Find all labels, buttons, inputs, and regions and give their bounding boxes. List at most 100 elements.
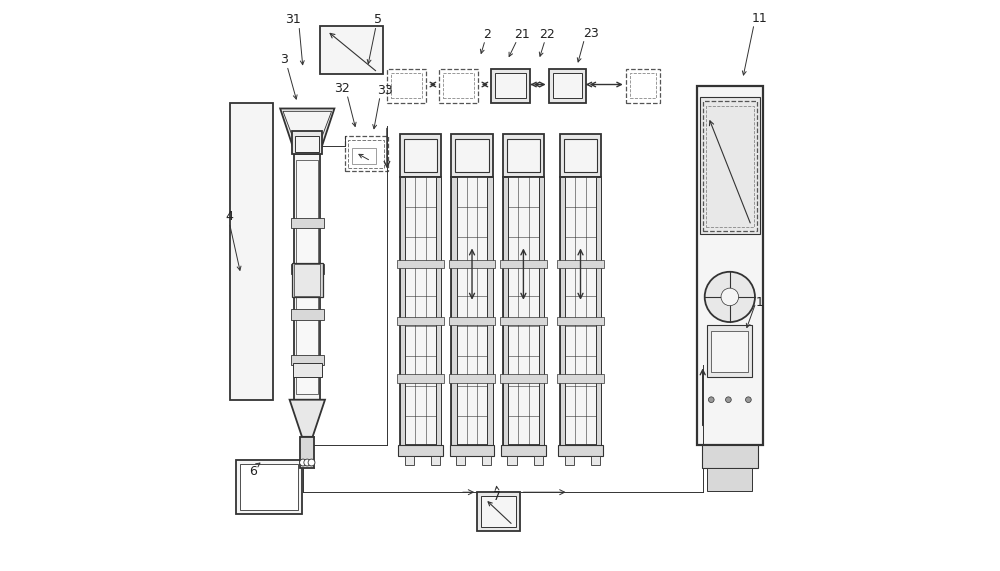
Text: 33: 33	[377, 84, 393, 96]
Bar	[507, 456, 517, 465]
Bar	[296, 160, 318, 394]
Circle shape	[708, 397, 714, 403]
Bar	[501, 445, 546, 456]
Bar	[495, 73, 526, 98]
Polygon shape	[283, 111, 332, 151]
Bar	[292, 263, 323, 297]
Text: 1: 1	[756, 296, 764, 309]
Bar	[549, 69, 586, 103]
Text: 21: 21	[514, 28, 530, 41]
Text: 3: 3	[280, 54, 288, 66]
Text: 5: 5	[374, 14, 382, 26]
Text: 6: 6	[249, 465, 257, 477]
Bar	[703, 101, 757, 231]
Bar	[553, 73, 582, 98]
Bar	[387, 69, 426, 103]
Bar	[702, 445, 758, 468]
Bar	[230, 103, 273, 400]
Circle shape	[308, 459, 315, 466]
Bar	[477, 492, 520, 531]
Bar	[534, 456, 543, 465]
Bar	[500, 317, 547, 325]
Circle shape	[300, 459, 306, 466]
Bar	[292, 131, 322, 154]
Bar	[711, 331, 748, 372]
Bar	[300, 437, 314, 468]
Bar	[503, 134, 544, 177]
Bar	[487, 177, 493, 445]
Bar	[397, 374, 444, 383]
Text: 11: 11	[752, 12, 768, 25]
Bar	[450, 445, 494, 456]
Bar	[557, 374, 604, 383]
Bar	[482, 456, 491, 465]
Bar	[591, 456, 600, 465]
Bar	[449, 317, 495, 325]
Bar	[391, 73, 422, 98]
Bar	[431, 456, 440, 465]
Bar	[451, 134, 493, 177]
Bar	[291, 309, 324, 320]
Bar	[294, 264, 320, 296]
Bar	[707, 325, 752, 377]
Polygon shape	[280, 108, 334, 154]
Bar	[560, 134, 601, 177]
Bar	[500, 260, 547, 268]
Bar	[455, 139, 489, 172]
Text: 31: 31	[285, 14, 301, 26]
Bar	[560, 177, 601, 445]
Circle shape	[304, 459, 311, 466]
Circle shape	[726, 397, 731, 403]
Bar	[558, 445, 603, 456]
Bar	[707, 468, 752, 491]
Bar	[400, 177, 441, 445]
Bar	[557, 260, 604, 268]
Bar	[404, 139, 437, 172]
Bar	[398, 445, 443, 456]
Bar	[507, 139, 540, 172]
Bar	[291, 355, 324, 365]
Bar	[626, 69, 660, 103]
Bar	[291, 218, 324, 228]
Bar	[291, 264, 324, 274]
Bar	[706, 106, 754, 227]
Bar	[539, 177, 544, 445]
Bar	[397, 317, 444, 325]
Bar	[630, 73, 656, 98]
Text: 2: 2	[483, 28, 491, 41]
Bar	[397, 260, 444, 268]
Circle shape	[746, 397, 751, 403]
Bar	[503, 177, 508, 445]
Bar	[564, 139, 597, 172]
Bar	[345, 136, 388, 171]
Bar	[348, 140, 384, 168]
Bar	[436, 177, 441, 445]
Text: 4: 4	[225, 211, 233, 223]
Bar	[500, 374, 547, 383]
Text: 7: 7	[493, 490, 501, 503]
Bar	[565, 456, 574, 465]
Bar	[449, 374, 495, 383]
Bar	[295, 136, 319, 152]
Bar	[503, 177, 544, 445]
Bar	[240, 464, 298, 510]
Bar	[400, 134, 441, 177]
Bar	[557, 317, 604, 325]
Text: 32: 32	[334, 82, 350, 95]
Bar	[439, 69, 478, 103]
Bar	[456, 456, 465, 465]
Polygon shape	[290, 400, 325, 437]
Bar	[560, 177, 565, 445]
Circle shape	[721, 288, 739, 305]
Text: 22: 22	[539, 28, 555, 41]
Bar	[294, 154, 320, 400]
Bar	[405, 456, 414, 465]
Bar	[352, 148, 376, 164]
Text: 23: 23	[583, 27, 599, 39]
Bar	[697, 86, 763, 445]
Bar	[449, 260, 495, 268]
Bar	[596, 177, 601, 445]
Bar	[481, 496, 516, 527]
Bar	[400, 177, 405, 445]
Bar	[293, 363, 322, 377]
